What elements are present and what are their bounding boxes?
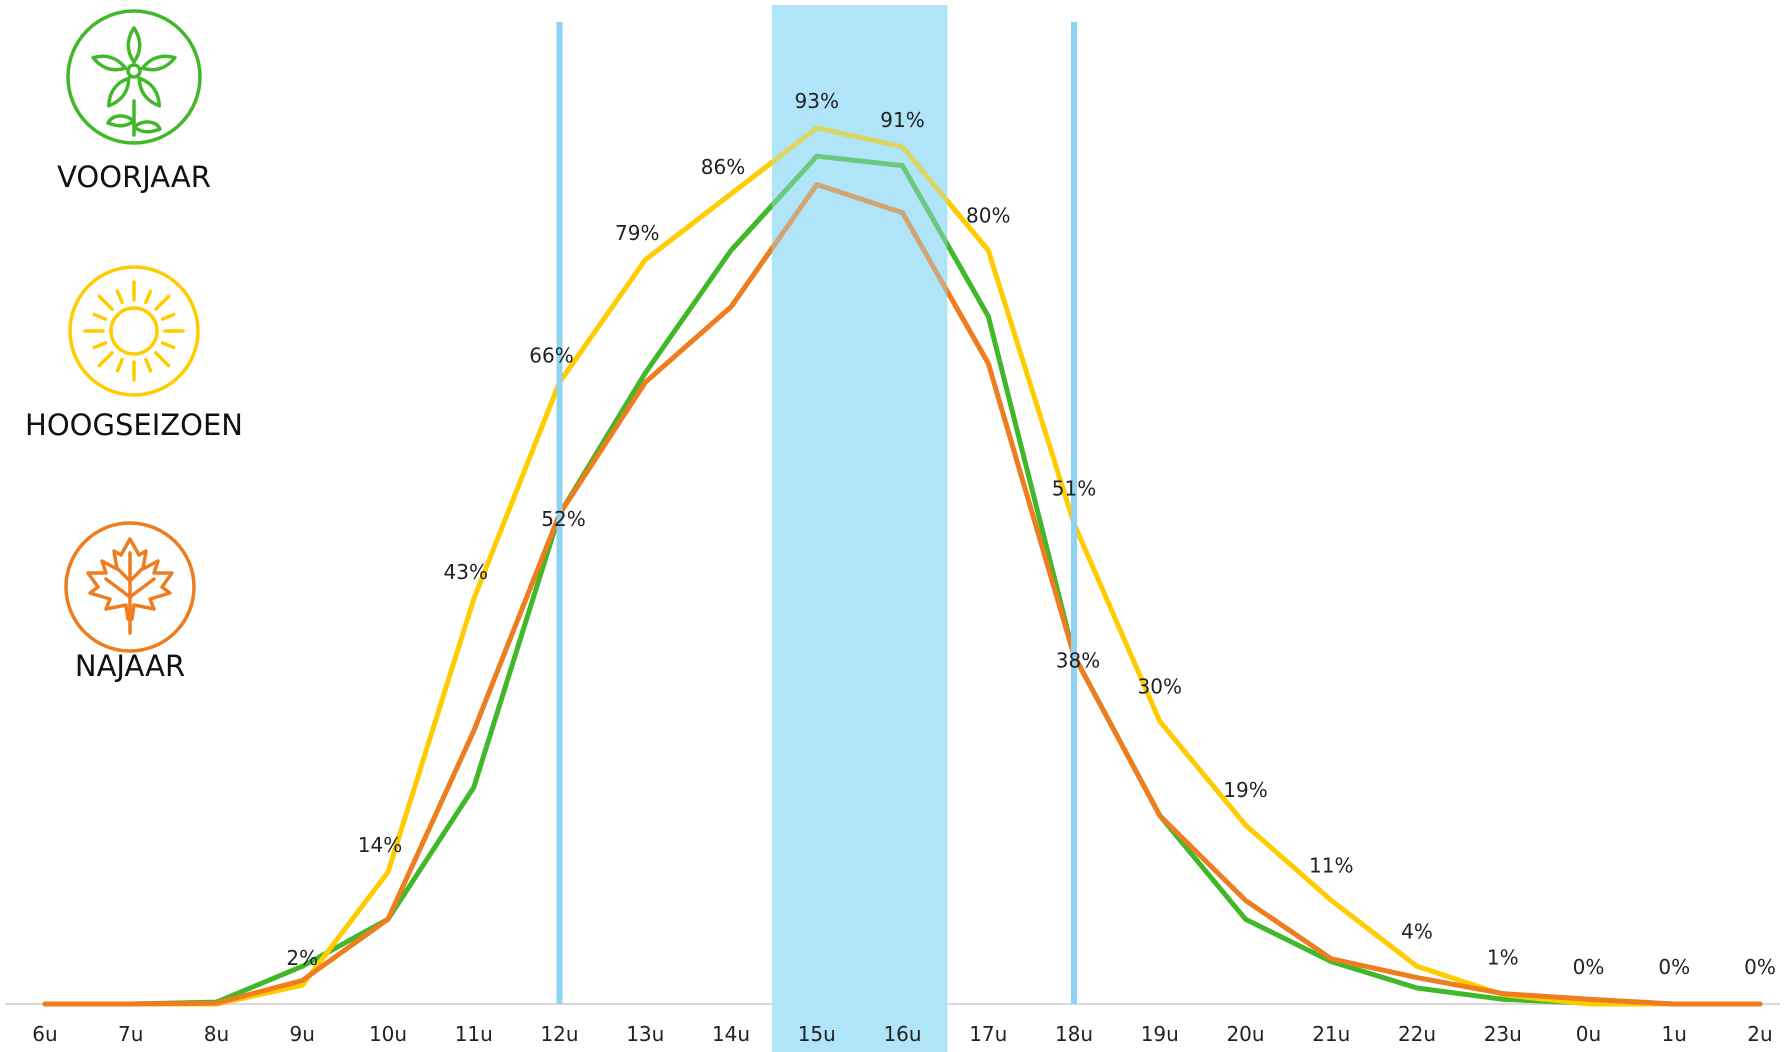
x-tick-label: 22u	[1398, 1022, 1436, 1046]
data-label-extra: 52%	[541, 507, 585, 531]
data-label: 91%	[880, 108, 924, 132]
data-label: 79%	[615, 221, 659, 245]
flower-icon	[66, 9, 202, 145]
legend-label-najaar: NAJAAR	[75, 649, 185, 683]
data-label: 0%	[1744, 955, 1776, 979]
x-tick-label: 15u	[798, 1022, 836, 1046]
series-line-overlay-voorjaar	[729, 153, 991, 318]
x-tick-label: 6u	[32, 1022, 57, 1046]
series-line-overlay-hoogseizoen	[729, 125, 991, 252]
x-tick-label: 13u	[626, 1022, 664, 1046]
data-label-extra: 38%	[1056, 649, 1100, 673]
data-label: 0%	[1573, 955, 1605, 979]
highlight-band	[771, 5, 948, 1052]
data-label: 14%	[358, 833, 402, 857]
x-tick-label: 12u	[540, 1022, 578, 1046]
x-tick-label: 18u	[1055, 1022, 1093, 1046]
data-label: 1%	[1487, 946, 1519, 970]
x-tick-label: 0u	[1576, 1022, 1601, 1046]
x-tick-label: 2u	[1747, 1022, 1772, 1046]
x-tick-label: 17u	[969, 1022, 1007, 1046]
legend-label-voorjaar: VOORJAAR	[57, 160, 211, 194]
data-label: 0%	[1658, 955, 1690, 979]
data-label: 30%	[1138, 674, 1182, 698]
x-tick-label: 20u	[1226, 1022, 1264, 1046]
data-label: 80%	[966, 203, 1010, 227]
x-tick-label: 14u	[712, 1022, 750, 1046]
x-tick-label: 7u	[118, 1022, 143, 1046]
x-tick-label: 1u	[1662, 1022, 1687, 1046]
maple-leaf-icon	[64, 521, 196, 653]
x-tick-label: 8u	[204, 1022, 229, 1046]
data-label: 43%	[444, 560, 488, 584]
data-label: 86%	[701, 155, 745, 179]
legend-label-hoogseizoen: HOOGSEIZOEN	[25, 408, 243, 442]
data-label: 93%	[795, 89, 839, 113]
x-tick-label: 21u	[1312, 1022, 1350, 1046]
data-label: 19%	[1223, 778, 1267, 802]
data-label: 4%	[1401, 919, 1433, 943]
sun-icon	[68, 265, 200, 397]
x-tick-label: 19u	[1141, 1022, 1179, 1046]
data-label: 2%	[286, 946, 318, 970]
data-label: 51%	[1052, 477, 1096, 501]
x-tick-label: 10u	[369, 1022, 407, 1046]
x-tick-label: 23u	[1484, 1022, 1522, 1046]
x-tick-label: 16u	[883, 1022, 921, 1046]
series-line-overlay-najaar	[728, 182, 991, 365]
x-tick-label: 9u	[290, 1022, 315, 1046]
x-tick-label: 11u	[455, 1022, 493, 1046]
data-label: 11%	[1309, 853, 1353, 877]
data-label: 66%	[529, 343, 573, 367]
